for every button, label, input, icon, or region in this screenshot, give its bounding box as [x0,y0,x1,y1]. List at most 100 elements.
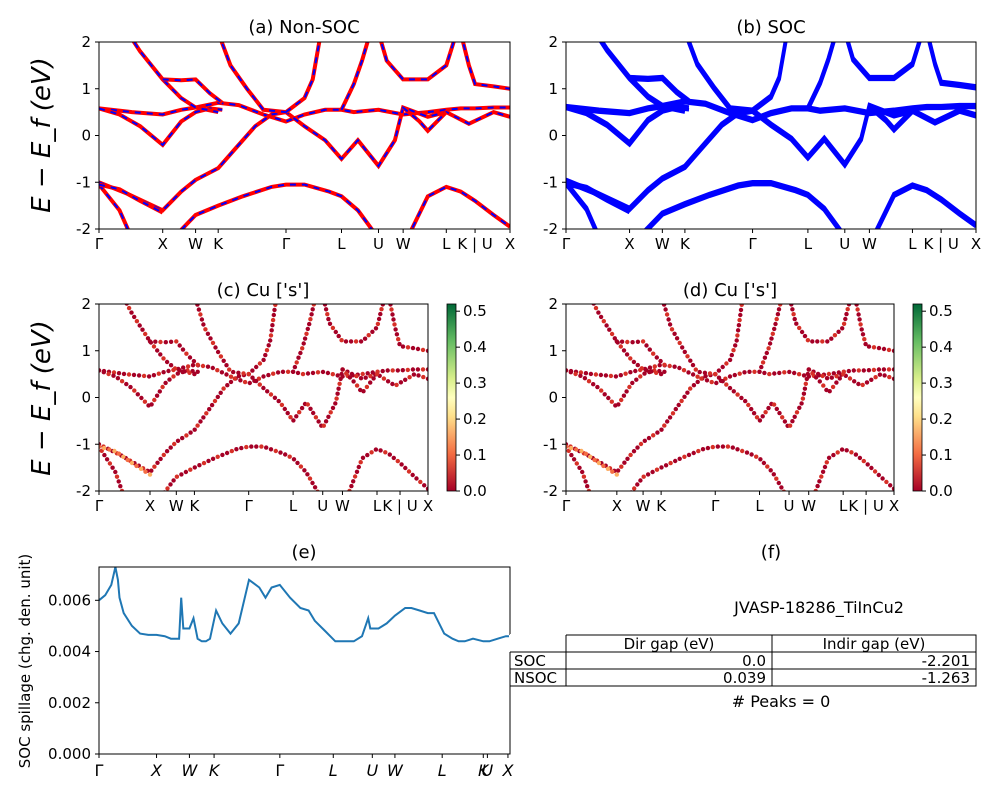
projection-point [231,369,236,375]
projection-point [663,307,668,312]
projection-point [673,458,678,464]
colorbar-tick-label: 0.4 [463,338,487,356]
projection-point [704,378,710,383]
projection-point [733,343,738,348]
projection-point [667,322,673,327]
band-line [339,42,370,111]
projection-point [848,297,852,301]
projection-point [290,369,296,374]
projection-point [164,449,170,454]
projection-point [647,365,653,370]
projection-point [161,370,166,375]
panel-a-frame [98,41,511,230]
projection-point [881,367,887,372]
x-tick-label: K | U [457,235,492,253]
projection-point [566,444,569,449]
panel-c-title: (c) Cu ['s'] [217,280,310,301]
projection-point [844,448,849,453]
projection-point [782,419,788,424]
projection-point [702,370,708,375]
band-line [646,182,841,229]
projection-point [184,433,189,438]
projection-point [667,363,672,369]
projection-point [126,305,132,311]
panel-c-colorbar: 0.0 0.1 0.2 0.3 0.4 0.5 [446,302,487,500]
projection-point [849,292,853,296]
projection-point [204,411,209,416]
projection-point [387,297,391,301]
projection-point [601,319,606,324]
projection-point [791,312,796,317]
projection-point [310,307,315,312]
projection-point [125,457,130,463]
projection-point [283,452,288,457]
projection-point [308,406,313,411]
colorbar [446,303,457,492]
projection-point [358,339,364,344]
projection-point [624,389,629,394]
x-tick-label: X [501,761,514,780]
projection-point [348,339,354,344]
projection-point [602,392,607,397]
projection-point [325,312,330,317]
projection-point [411,372,417,377]
panel-a-plot [99,42,510,229]
projection-point [583,371,589,376]
projection-point [373,447,379,452]
projection-point [172,366,178,371]
projection-point [660,297,664,301]
projection-point [416,373,421,378]
projection-point [642,371,647,376]
projection-point [815,483,820,489]
y-tick-label: 0.002 [48,694,91,712]
projection-point [380,304,385,307]
band-line [99,104,510,213]
projection-point [586,379,592,384]
projection-point [763,410,768,415]
projection-point [630,380,635,386]
band-line [99,182,164,215]
projection-point [582,376,588,381]
projection-point [312,485,318,490]
projection-point [291,457,297,462]
projection-point [881,346,887,352]
projection-point [880,476,885,481]
projection-point [321,292,325,296]
projection-point [361,389,366,394]
projection-point [210,340,216,346]
colorbar [912,303,923,492]
projection-point [122,297,126,301]
projection-point [137,323,142,328]
y-tick-label: 1 [81,342,91,360]
projection-point [670,411,676,416]
projection-point [99,368,102,373]
x-tick-label: K [478,761,490,780]
projection-point [261,385,266,391]
projection-point [802,386,808,391]
projection-point [353,339,359,344]
projection-point [747,369,752,374]
projection-point [200,363,206,369]
projection-point [399,462,404,467]
projection-point [149,468,154,473]
projection-point [622,460,627,465]
projection-point [830,384,836,390]
projection-point [358,376,364,381]
projection-point [354,469,360,474]
projection-point [336,333,341,339]
y-tick-label: -1 [543,173,558,191]
projection-point [566,368,569,373]
projection-point [686,370,691,375]
band-line-split [846,42,921,79]
projection-point [365,371,370,376]
projection-point [731,389,736,394]
y-tick-label: 0.000 [48,745,91,763]
projection-point [378,311,383,317]
projection-point [195,304,200,307]
projection-point [271,312,276,318]
projection-point [790,419,795,424]
projection-point [120,292,124,296]
projection-point [757,369,762,374]
projection-point [181,365,186,370]
